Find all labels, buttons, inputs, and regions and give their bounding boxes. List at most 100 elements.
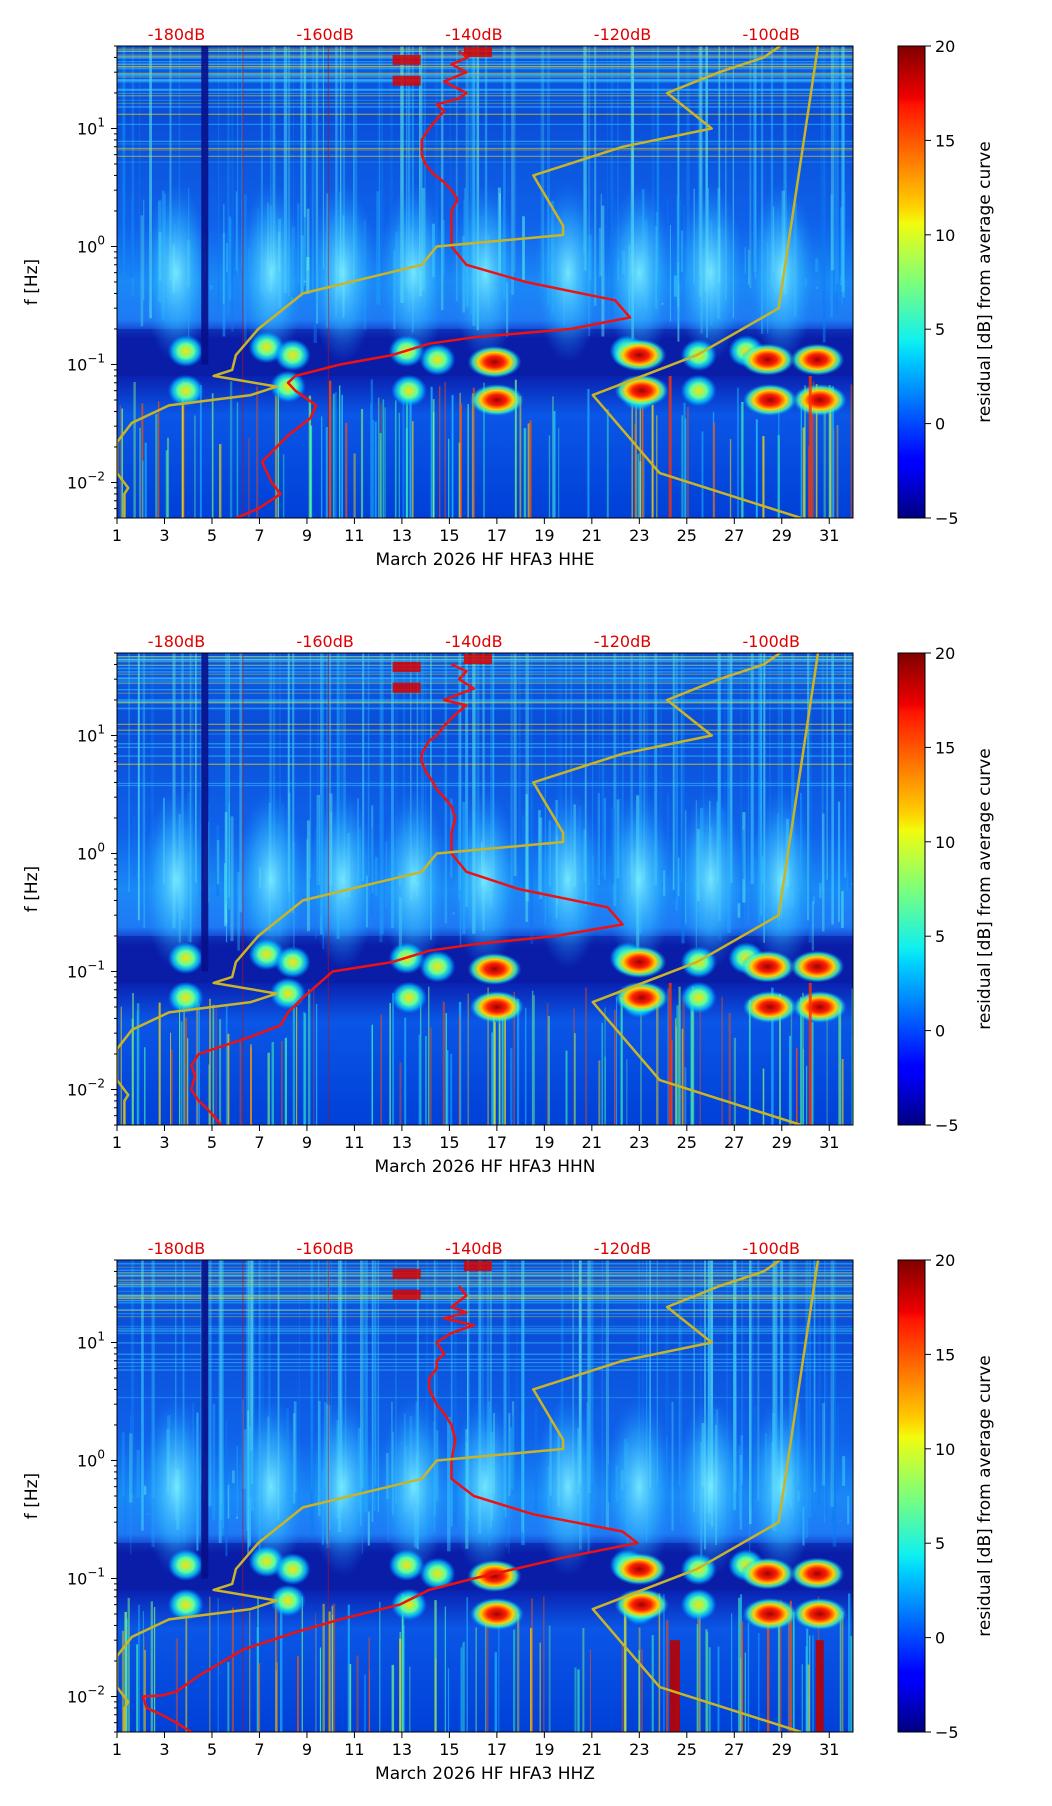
db-tick-label: -120dB: [594, 1239, 651, 1258]
noise-streak: [846, 871, 849, 892]
lowfreq-spike: [811, 1022, 814, 1125]
noise-streak: [561, 1260, 564, 1523]
lowfreq-spike: [371, 1024, 373, 1125]
lowfreq-spike: [331, 1615, 333, 1732]
y-axis-label: f [Hz]: [22, 259, 42, 305]
noise-streak: [227, 46, 230, 315]
hf-line: [117, 1297, 853, 1300]
noise-streak: [831, 1411, 834, 1522]
lowfreq-spike: [267, 1052, 270, 1125]
microseism-blob: [269, 370, 306, 403]
noise-streak: [511, 46, 514, 295]
lowfreq-spike: [375, 421, 377, 518]
lowfreq-spike: [701, 431, 704, 518]
lowfreq-spike: [199, 385, 202, 518]
lowfreq-spike: [166, 437, 170, 518]
microseism-blob: [419, 343, 456, 376]
noise-streak: [591, 653, 594, 902]
noise-streak: [269, 653, 273, 886]
lowfreq-spike: [787, 1607, 790, 1732]
db-tick-label: -120dB: [594, 632, 651, 651]
noise-streak: [510, 653, 513, 885]
noise-streak: [359, 1260, 362, 1527]
noise-streak: [521, 814, 524, 884]
lowfreq-spike: [125, 1618, 128, 1732]
noise-streak: [606, 46, 609, 326]
lowfreq-spike: [380, 1014, 382, 1125]
noise-streak: [220, 1260, 223, 1520]
lowfreq-spike: [332, 393, 335, 518]
x-tick-label: 9: [302, 526, 312, 545]
hf-line: [117, 729, 853, 731]
lowfreq-spike: [409, 1666, 411, 1732]
lowfreq-spike: [841, 1059, 844, 1125]
noise-streak: [515, 1260, 518, 1493]
colorbar-tick-label: 20: [935, 37, 955, 56]
lowfreq-spike: [119, 404, 122, 518]
hf-line: [117, 723, 853, 725]
noise-streak: [808, 1260, 811, 1518]
storm-blob: [792, 384, 847, 416]
lowfreq-spike: [741, 401, 744, 518]
x-tick-label: 9: [302, 1133, 312, 1152]
colorbar-tick-label: 15: [935, 738, 955, 757]
noise-streak: [310, 1260, 314, 1539]
noise-streak: [226, 243, 228, 273]
hf-line: [117, 668, 853, 670]
noise-streak: [542, 46, 545, 286]
storm-blob: [469, 384, 524, 416]
y-tick-label: 100: [77, 840, 105, 863]
noise-streak: [444, 653, 448, 924]
lowfreq-spike: [377, 397, 380, 518]
lowfreq-spike: [777, 435, 780, 518]
x-tick-label: 21: [582, 526, 602, 545]
db-tick-label: -100dB: [742, 1239, 799, 1258]
noise-streak: [194, 653, 197, 884]
noise-streak: [335, 46, 339, 300]
lowfreq-spike: [484, 1612, 487, 1732]
lowfreq-spike: [831, 386, 835, 518]
noise-streak: [141, 1260, 144, 1531]
lowfreq-spike: [598, 1060, 601, 1125]
lowfreq-spike: [368, 1637, 370, 1732]
hf-line: [117, 1294, 853, 1296]
lowfreq-spike: [356, 1655, 359, 1732]
lowfreq-spike: [690, 997, 693, 1125]
noise-streak: [839, 225, 842, 277]
lowfreq-spike: [815, 384, 818, 518]
storm-blob: [469, 1598, 524, 1630]
noise-streak: [833, 46, 835, 308]
lowfreq-spike: [132, 993, 134, 1125]
db-tick-label: -160dB: [296, 1239, 353, 1258]
noise-streak: [317, 653, 319, 911]
noise-streak: [841, 46, 845, 292]
hf-hot-patch: [463, 1261, 492, 1272]
lowfreq-spike: [637, 453, 639, 518]
noise-streak: [768, 653, 772, 915]
noise-streak: [322, 1260, 325, 1505]
noise-streak: [486, 1260, 490, 1484]
colorbar-tick-label: −5: [935, 509, 959, 528]
noise-streak: [637, 1260, 641, 1487]
noise-streak: [303, 216, 307, 281]
noise-streak: [133, 816, 136, 877]
y-axis-label: f [Hz]: [22, 1473, 42, 1519]
noise-streak: [340, 653, 342, 907]
hf-line: [117, 700, 853, 702]
storm-glow: [379, 182, 448, 363]
lowfreq-spike: [258, 1663, 261, 1732]
noise-streak: [405, 46, 408, 288]
lowfreq-spike: [527, 423, 530, 518]
lowfreq-spike: [124, 1611, 127, 1732]
storm-glow: [605, 789, 674, 970]
noise-streak: [380, 653, 384, 935]
x-tick-label: 15: [439, 1740, 459, 1759]
colorbar-tick-label: 15: [935, 1345, 955, 1364]
hf-line: [117, 680, 853, 682]
lowfreq-spike: [779, 1599, 782, 1732]
noise-streak: [225, 1419, 228, 1557]
noise-streak: [557, 653, 560, 882]
lowfreq-spike: [532, 995, 535, 1125]
hf-line: [117, 63, 853, 66]
noise-streak: [343, 46, 346, 278]
